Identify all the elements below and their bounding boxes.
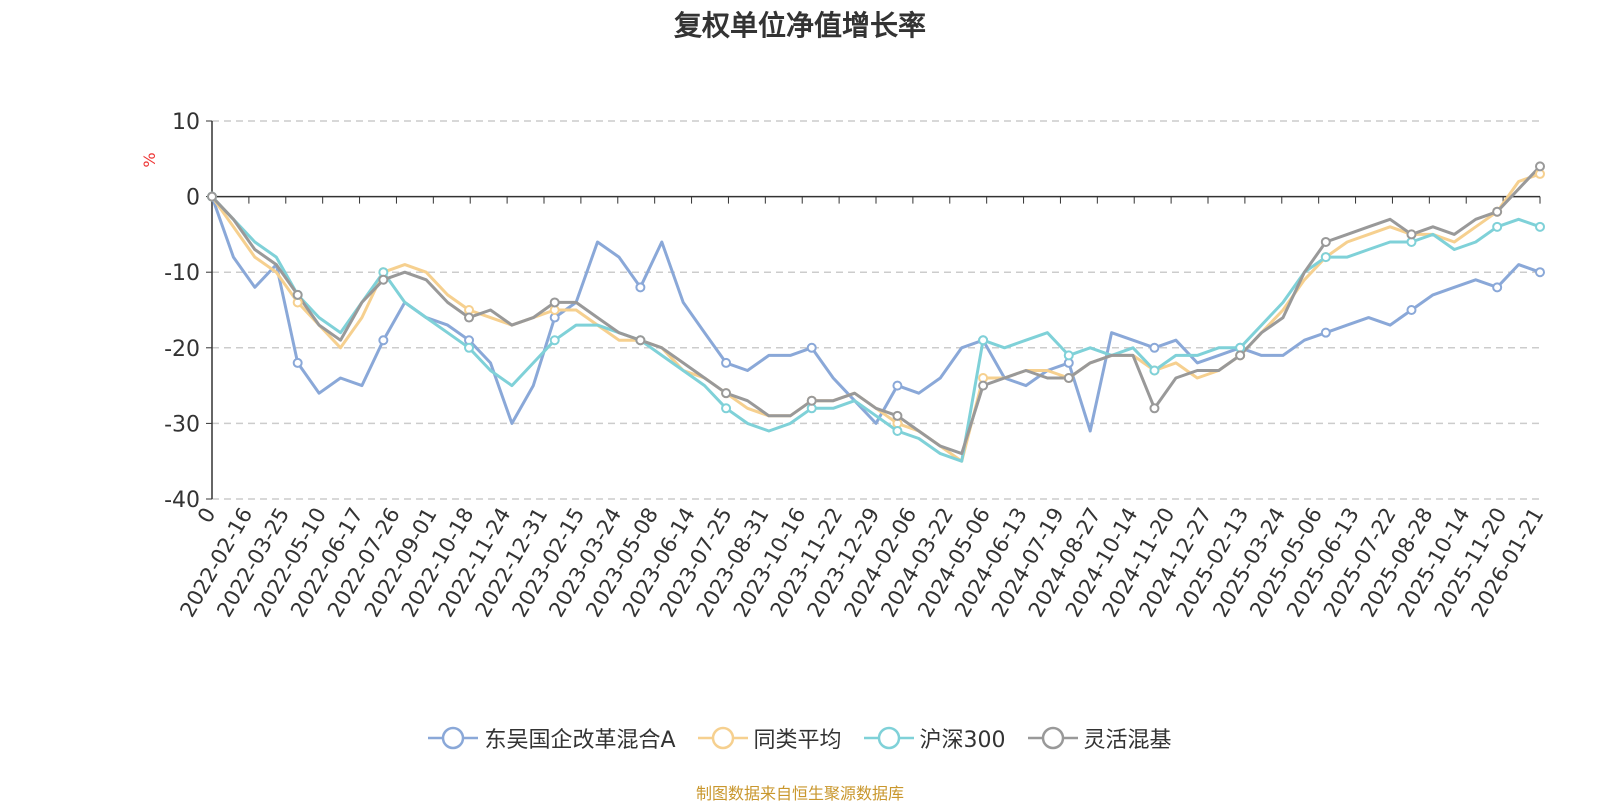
y-tick-label: -30 [164, 412, 200, 437]
legend-label: 沪深300 [919, 728, 1006, 753]
series-line-1 [210, 172, 1541, 463]
data-point [1535, 161, 1545, 172]
data-point [378, 274, 389, 285]
data-point [1235, 350, 1246, 361]
data-point [721, 357, 732, 368]
legend-line-circle-icon [863, 726, 914, 750]
data-point [1492, 221, 1503, 232]
data-point [1535, 221, 1545, 232]
legend: 东吴国企改革混合A 同类平均 沪深300 灵活混基 [0, 722, 1600, 754]
data-point [978, 335, 989, 346]
data-point [635, 335, 646, 346]
legend-item-1[interactable]: 同类平均 [697, 722, 842, 754]
data-point [1320, 252, 1331, 263]
source-note: 制图数据来自恒生聚源数据库 [695, 784, 904, 803]
data-point [1406, 305, 1417, 315]
data-point [378, 335, 389, 346]
series-line-2 [210, 195, 1541, 463]
legend-line-circle-icon [697, 726, 748, 750]
data-point [464, 342, 475, 353]
data-point [892, 380, 903, 391]
data-point [207, 191, 217, 202]
data-point [978, 380, 989, 391]
series-markers [207, 161, 1545, 436]
legend-line-circle-icon [428, 726, 479, 750]
data-point [635, 282, 646, 293]
data-point [1492, 206, 1503, 217]
y-tick-label: 10 [172, 110, 200, 135]
data-point [1149, 365, 1160, 376]
data-point [892, 410, 903, 421]
data-point [806, 395, 817, 406]
series-line-0 [210, 196, 1541, 433]
y-tick-label: -10 [164, 261, 200, 286]
legend-label: 同类平均 [753, 728, 842, 753]
data-point [549, 297, 560, 308]
y-tick-label: -20 [164, 337, 200, 362]
data-point [1320, 327, 1331, 338]
data-point [464, 312, 475, 323]
x-tick-label: 0 [193, 504, 220, 528]
data-point [1149, 403, 1160, 414]
data-point [1320, 236, 1331, 247]
data-point [1063, 373, 1074, 384]
series-line-3 [210, 165, 1542, 456]
y-tick-label: 0 [186, 186, 200, 211]
y-tick-label: -40 [164, 488, 200, 513]
data-point [721, 388, 732, 399]
legend-label: 灵活混基 [1083, 728, 1172, 753]
data-point [1063, 350, 1074, 361]
data-point [292, 357, 303, 368]
data-point [721, 403, 732, 414]
legend-item-3[interactable]: 灵活混基 [1027, 722, 1172, 754]
data-point [892, 425, 903, 436]
chart-title: 复权单位净值增长率 [673, 9, 926, 42]
grid-lines [212, 120, 1540, 500]
data-point [549, 335, 560, 346]
series-lines [210, 165, 1542, 463]
y-axis-unit-label: % [140, 152, 159, 167]
legend-item-2[interactable]: 沪深300 [863, 722, 1006, 754]
legend-line-circle-icon [1027, 726, 1078, 750]
legend-label: 东吴国企改革混合A [484, 728, 676, 753]
legend-item-0[interactable]: 东吴国企改革混合A [428, 722, 676, 754]
data-point [1492, 282, 1503, 293]
data-point [1149, 342, 1160, 353]
data-point [806, 342, 817, 353]
data-point [1406, 229, 1417, 240]
data-point [292, 289, 303, 300]
data-point [1535, 267, 1545, 278]
